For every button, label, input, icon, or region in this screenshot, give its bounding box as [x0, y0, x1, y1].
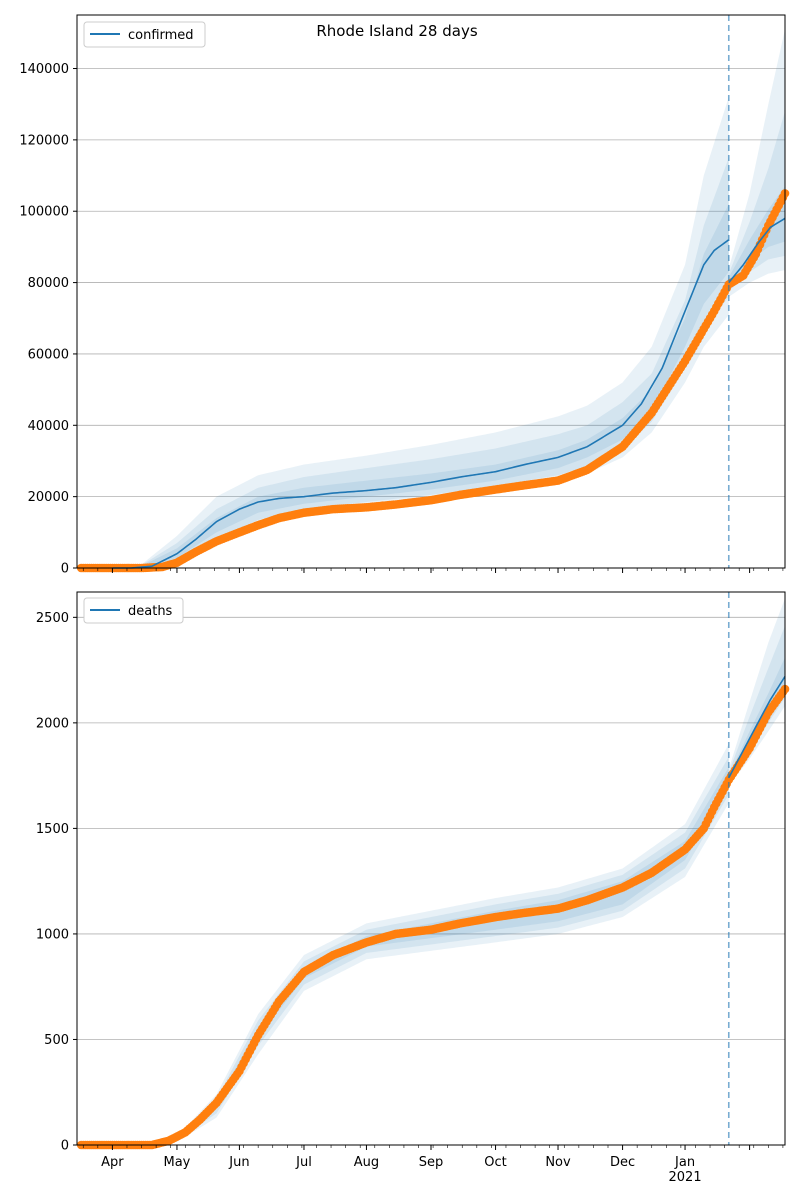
model-line [728, 217, 786, 284]
uncertainty-band [728, 598, 785, 787]
y-tick-label: 0 [61, 562, 69, 577]
uncertainty-band [728, 29, 785, 297]
x-tick-label: Nov [545, 1155, 571, 1170]
legend-box [83, 597, 184, 624]
y-tick-label: 60000 [28, 347, 69, 362]
legend-label-deaths: deaths [128, 604, 173, 619]
confirmed-y-axis: 0 20000 40000 60000 80000 100000 120000 140000 [19, 62, 77, 577]
y-tick-label: 0 [61, 1139, 69, 1154]
y-tick-label: 2500 [36, 611, 69, 626]
y-tick-label: 120000 [19, 133, 69, 148]
confirmed-panel: 020000400006000080000100000120000140000 … [19, 14, 790, 577]
x-tick-label: Jul [295, 1155, 312, 1170]
y-tick-label: 2000 [36, 716, 69, 731]
uncertainty-band [728, 111, 785, 292]
model-line [112, 239, 730, 569]
uncertainty-band [151, 743, 729, 1145]
uncertainty-band [151, 756, 729, 1145]
y-tick-label: 20000 [28, 490, 69, 505]
uncertainty-band [141, 204, 729, 568]
x-tick-label: Dec [610, 1155, 635, 1170]
uncertainty-band [728, 657, 785, 780]
confirmed-gridlines [77, 68, 785, 498]
x-tick-label: Jan [674, 1155, 695, 1170]
model-line [728, 676, 786, 779]
uncertainty-band [141, 157, 729, 569]
x-tick-label: 2021 [669, 1170, 702, 1185]
uncertainty-band [151, 767, 729, 1145]
x-tick-label: Apr [101, 1155, 124, 1170]
y-tick-label: 80000 [28, 276, 69, 291]
confirmed-model-lines [112, 217, 786, 569]
x-tick-label: Jun [228, 1155, 249, 1170]
deaths-panel: 0 500 1000 1500 2000 2500 Apr May Jun Jul Aug Sep O… [36, 591, 790, 1185]
chart-title: Rhode Island 28 days [316, 22, 477, 40]
uncertainty-band [141, 97, 729, 568]
confirmed-legend: confirmed [83, 21, 206, 48]
x-tick-label: Aug [354, 1155, 379, 1170]
uncertainty-band [728, 625, 785, 784]
confirmed-x-axis [82, 568, 784, 573]
y-tick-label: 1500 [36, 822, 69, 837]
deaths-gridlines [77, 616, 785, 1040]
deaths-model-lines [728, 676, 786, 779]
deaths-y-axis: 0 500 1000 1500 2000 2500 [36, 611, 77, 1154]
x-tick-label: Oct [484, 1155, 506, 1170]
y-tick-label: 1000 [36, 927, 69, 942]
legend-label-confirmed: confirmed [128, 28, 194, 43]
legend-box [83, 21, 206, 48]
y-tick-label: 140000 [19, 62, 69, 77]
confirmed-observed-points [76, 189, 790, 573]
confirmed-uncertainty-bands [141, 29, 785, 569]
x-tick-label: Sep [419, 1155, 444, 1170]
y-tick-label: 40000 [28, 419, 69, 434]
x-tick-label: May [164, 1155, 191, 1170]
y-tick-label: 500 [44, 1033, 69, 1048]
y-tick-label: 100000 [19, 205, 69, 220]
deaths-observed-points [76, 684, 790, 1150]
deaths-legend: deaths [83, 597, 184, 624]
